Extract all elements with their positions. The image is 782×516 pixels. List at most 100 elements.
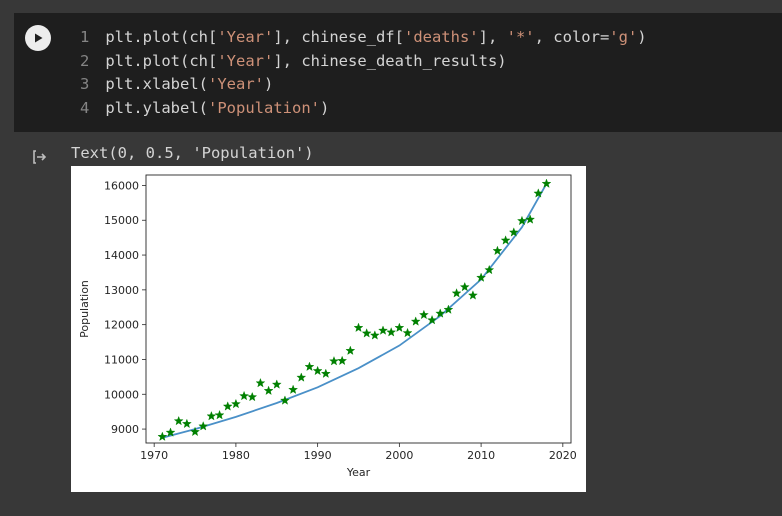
run-cell-button[interactable] <box>25 25 51 51</box>
data-point-star <box>222 401 233 411</box>
data-point-star <box>443 304 454 314</box>
data-point-star <box>263 385 274 395</box>
data-point-star <box>320 368 331 378</box>
code-token: plt.plot(ch[ <box>105 51 218 70</box>
code-token: ) <box>637 28 647 46</box>
data-point-star <box>484 264 495 275</box>
code-string: 'Year' <box>217 28 274 46</box>
data-point-star <box>435 308 446 318</box>
y-tick-label: 15000 <box>104 214 139 227</box>
code-cell[interactable]: 1 plt.plot(ch['Year'], chinese_df['death… <box>14 13 782 132</box>
y-axis-label: Population <box>78 280 91 338</box>
y-tick-label: 10000 <box>104 388 139 401</box>
code-token: plt.ylabel( <box>105 98 208 117</box>
data-point-star <box>206 411 217 421</box>
data-point-star <box>476 272 487 282</box>
data-point-star <box>386 327 397 337</box>
line-number: 3 <box>80 75 90 93</box>
code-line[interactable]: 4 plt.ylabel('Population') <box>80 97 647 121</box>
data-point-star <box>451 288 462 298</box>
data-point-star <box>517 215 527 226</box>
data-point-star <box>361 328 372 338</box>
x-tick-label: 2010 <box>467 449 495 462</box>
data-point-star <box>198 421 209 431</box>
plot-frame <box>145 174 572 444</box>
code-token: ], chinese_df[ <box>273 28 404 46</box>
code-string: 'g' <box>609 28 638 46</box>
code-line[interactable]: 2 plt.plot(ch['Year'], chinese_death_res… <box>80 50 647 74</box>
code-token: plt.plot(ch[ <box>105 28 218 46</box>
data-point-star <box>418 309 429 320</box>
y-tick-label: 14000 <box>104 249 139 262</box>
fit-line-series <box>162 183 548 439</box>
line-number: 4 <box>80 98 90 117</box>
x-axis-label: Year <box>346 466 371 479</box>
code-string: 'deaths' <box>403 28 479 46</box>
y-tick-label: 12000 <box>104 319 139 332</box>
y-tick-label: 16000 <box>104 179 139 192</box>
data-point-star <box>173 415 184 426</box>
y-tick-label: 13000 <box>104 284 139 297</box>
data-point-star <box>500 235 511 245</box>
data-point-star <box>492 245 503 256</box>
data-point-star <box>329 356 339 366</box>
data-point-star <box>337 355 348 366</box>
data-point-star <box>239 390 249 401</box>
code-token: ) <box>319 98 330 117</box>
data-point-star <box>369 330 380 340</box>
data-point-star <box>304 361 315 371</box>
plot-figure: 1970 1980 1990 2000 2010 2020 9000 10000 11000 12… <box>71 166 586 492</box>
code-token: ], chinese_death_results) <box>273 51 507 70</box>
data-point-star <box>427 314 437 325</box>
line-number: 2 <box>80 51 90 70</box>
data-point-star <box>247 391 258 402</box>
data-point-star <box>402 327 413 338</box>
data-point-star <box>255 377 266 388</box>
code-token: ) <box>264 75 274 93</box>
data-point-star <box>410 316 421 326</box>
data-point-star <box>353 322 364 332</box>
data-point-star <box>468 290 478 300</box>
x-tick-label: 1970 <box>140 449 168 462</box>
data-point-star <box>165 427 176 437</box>
data-point-star <box>280 395 290 405</box>
x-tick-label: 2020 <box>549 449 577 462</box>
data-point-star <box>157 431 168 441</box>
code-token: ], <box>478 28 507 46</box>
data-point-star <box>378 325 388 335</box>
data-point-star <box>394 322 405 332</box>
data-point-star <box>459 281 470 292</box>
data-point-star <box>345 345 356 355</box>
data-point-star <box>533 188 544 198</box>
code-string: 'Year' <box>208 75 264 93</box>
code-string: '*' <box>506 28 535 46</box>
data-point-star <box>288 384 299 394</box>
data-point-star <box>525 214 536 224</box>
play-icon <box>35 33 43 43</box>
data-point-star <box>296 372 307 382</box>
data-point-star <box>190 426 200 437</box>
line-chart: 1970 1980 1990 2000 2010 2020 9000 10000 11000 12… <box>78 174 577 479</box>
code-string: 'Year' <box>217 51 274 70</box>
y-tick-label: 9000 <box>111 423 139 436</box>
code-line[interactable]: 3 plt.xlabel('Year') <box>80 73 647 97</box>
data-point-star <box>312 365 323 376</box>
x-tick-label: 1990 <box>304 449 332 462</box>
y-tick-label: 11000 <box>104 353 139 366</box>
data-point-star <box>214 409 225 420</box>
code-string: 'Population' <box>208 98 320 117</box>
code-line[interactable]: 1 plt.plot(ch['Year'], chinese_df['death… <box>80 26 647 50</box>
output-arrow-icon[interactable] <box>32 149 48 165</box>
data-point-star <box>271 379 282 389</box>
code-editor[interactable]: 1 plt.plot(ch['Year'], chinese_df['death… <box>80 26 647 120</box>
data-point-star <box>508 227 519 237</box>
data-point-star <box>541 178 552 188</box>
code-token: , color= <box>534 28 610 46</box>
x-tick-label: 1980 <box>222 449 250 462</box>
data-point-star <box>230 398 241 409</box>
code-token: plt.xlabel( <box>105 75 208 93</box>
data-point-star <box>181 418 192 429</box>
x-tick-label: 2000 <box>385 449 413 462</box>
output-text: Text(0, 0.5, 'Population') <box>71 144 314 162</box>
line-number: 1 <box>80 28 90 46</box>
